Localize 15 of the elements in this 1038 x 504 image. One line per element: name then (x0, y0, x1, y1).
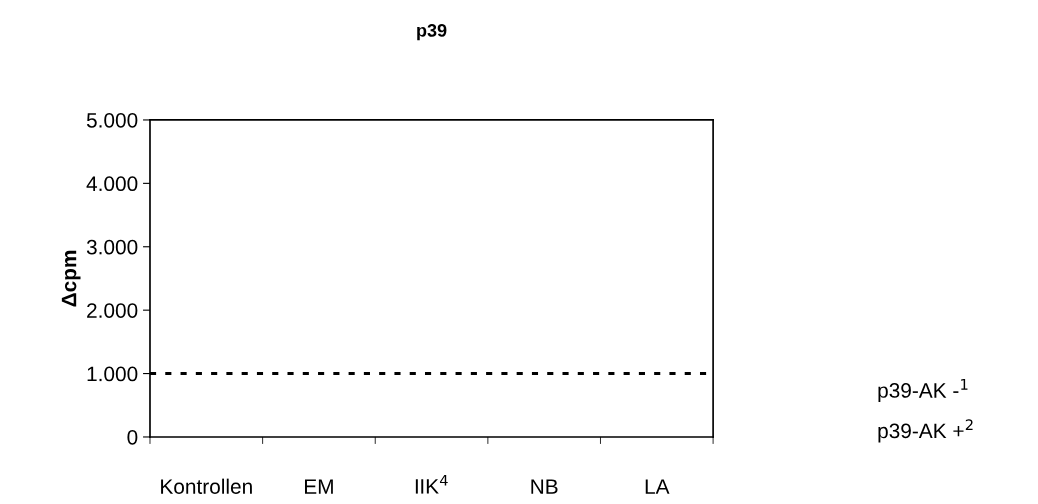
x-tick-label: EM (305, 479, 333, 494)
text: p39-AK -$^{1}$ (878, 379, 968, 402)
y-tick-label: 2.000 (87, 303, 138, 318)
chart-title: p39 (417, 24, 447, 41)
x-tick-label: LA (645, 479, 670, 494)
x-tick-label: IIK$^{4}$ (415, 474, 448, 494)
y-tick-label: 3.000 (86, 239, 138, 255)
text: p39-AK +$^{2}$ (878, 419, 973, 443)
y-tick-label: 1.000 (87, 366, 138, 382)
y-tick-label: 5.000 (86, 112, 138, 128)
x-tick-label: NB (531, 479, 558, 494)
y-tick-label: 4.000 (86, 176, 138, 192)
y-tick-label: 0 (127, 429, 138, 445)
x-tick-label: Kontrollen (161, 478, 252, 494)
y-axis-title: Δcpm (61, 250, 81, 307)
